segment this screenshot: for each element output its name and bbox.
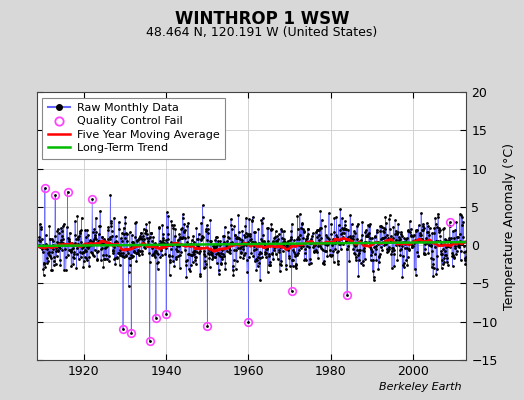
Text: Berkeley Earth: Berkeley Earth <box>379 382 461 392</box>
Text: WINTHROP 1 WSW: WINTHROP 1 WSW <box>174 10 350 28</box>
Y-axis label: Temperature Anomaly (°C): Temperature Anomaly (°C) <box>503 142 516 310</box>
Text: 48.464 N, 120.191 W (United States): 48.464 N, 120.191 W (United States) <box>146 26 378 39</box>
Legend: Raw Monthly Data, Quality Control Fail, Five Year Moving Average, Long-Term Tren: Raw Monthly Data, Quality Control Fail, … <box>42 98 225 159</box>
